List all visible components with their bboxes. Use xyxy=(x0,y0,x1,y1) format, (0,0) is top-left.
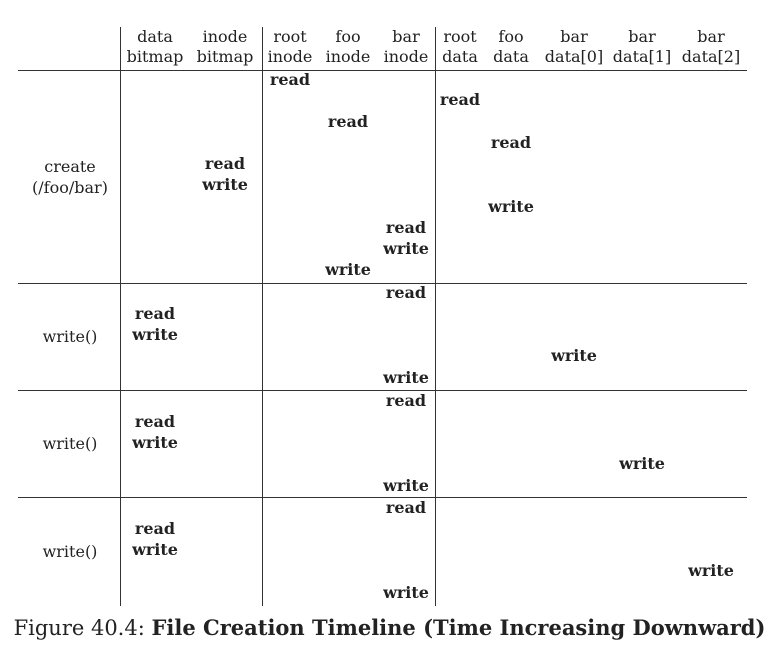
write-event-bar-data1: write xyxy=(619,454,665,473)
read-event-foo-inode: read xyxy=(327,112,369,131)
write-event-bar-data0: write xyxy=(551,346,597,365)
column-header-data-bitmap-sub: bitmap xyxy=(126,47,184,66)
column-header-root-data: root xyxy=(443,27,477,46)
operation-label: create xyxy=(44,156,96,176)
group-separator xyxy=(18,283,747,284)
column-header-bar-data0: bar xyxy=(560,27,588,46)
write-event-bar-inode: write xyxy=(383,583,429,602)
column-header-foo-inode: foo xyxy=(335,27,361,46)
read-event-foo-data: read xyxy=(490,133,532,152)
write-event-data-bitmap: write xyxy=(132,325,178,344)
column-header-foo-data: foo xyxy=(498,27,524,46)
read-event-bar-inode: read xyxy=(385,283,427,302)
write-event-bar-inode: write xyxy=(383,368,429,387)
column-header-bar-data2: bar xyxy=(697,27,725,46)
column-header-root-data-sub: data xyxy=(442,47,478,66)
write-event-foo-inode: write xyxy=(325,260,371,279)
write-event-bar-inode: write xyxy=(383,476,429,495)
operation-label: write() xyxy=(42,434,98,453)
column-header-bar-data0-sub: data[0] xyxy=(544,47,604,66)
read-event-inode-bitmap: read xyxy=(204,154,246,173)
column-separator xyxy=(435,27,436,606)
read-event-bar-inode: read xyxy=(385,391,427,410)
write-event-foo-data: write xyxy=(488,197,534,216)
operation-label: (/foo/bar) xyxy=(32,177,108,197)
group-separator xyxy=(18,390,747,391)
column-header-bar-inode: bar xyxy=(392,27,420,46)
column-header-data-bitmap: data xyxy=(137,27,173,46)
column-header-bar-data1: bar xyxy=(628,27,656,46)
write-event-data-bitmap: write xyxy=(132,433,178,452)
caption-prefix: Figure 40.4: xyxy=(13,616,152,640)
group-separator xyxy=(18,497,747,498)
caption-title: File Creation Timeline (Time Increasing … xyxy=(151,615,766,640)
column-header-foo-data-sub: data xyxy=(493,47,529,66)
column-separator xyxy=(262,27,263,606)
column-header-foo-inode-sub: inode xyxy=(325,47,371,66)
header-rule xyxy=(18,70,747,71)
column-header-bar-data1-sub: data[1] xyxy=(612,47,672,66)
operation-label: write() xyxy=(42,327,98,346)
read-event-root-data: read xyxy=(439,90,481,109)
read-event-data-bitmap: read xyxy=(134,519,176,538)
read-event-bar-inode: read xyxy=(385,498,427,517)
column-header-bar-inode-sub: inode xyxy=(383,47,429,66)
column-header-root-inode-sub: inode xyxy=(267,47,313,66)
write-event-data-bitmap: write xyxy=(132,540,178,559)
read-event-bar-inode: read xyxy=(385,218,427,237)
figure-caption: Figure 40.4: File Creation Timeline (Tim… xyxy=(0,614,779,642)
column-header-root-inode: root xyxy=(273,27,307,46)
column-header-inode-bitmap: inode xyxy=(202,27,248,46)
write-event-bar-data2: write xyxy=(688,561,734,580)
read-event-data-bitmap: read xyxy=(134,304,176,323)
column-separator xyxy=(120,27,121,606)
write-event-bar-inode: write xyxy=(383,239,429,258)
column-header-inode-bitmap-sub: bitmap xyxy=(196,47,254,66)
operation-label: write() xyxy=(42,542,98,561)
column-header-bar-data2-sub: data[2] xyxy=(681,47,741,66)
write-event-inode-bitmap: write xyxy=(202,175,248,194)
read-event-root-inode: read xyxy=(269,70,311,89)
read-event-data-bitmap: read xyxy=(134,412,176,431)
